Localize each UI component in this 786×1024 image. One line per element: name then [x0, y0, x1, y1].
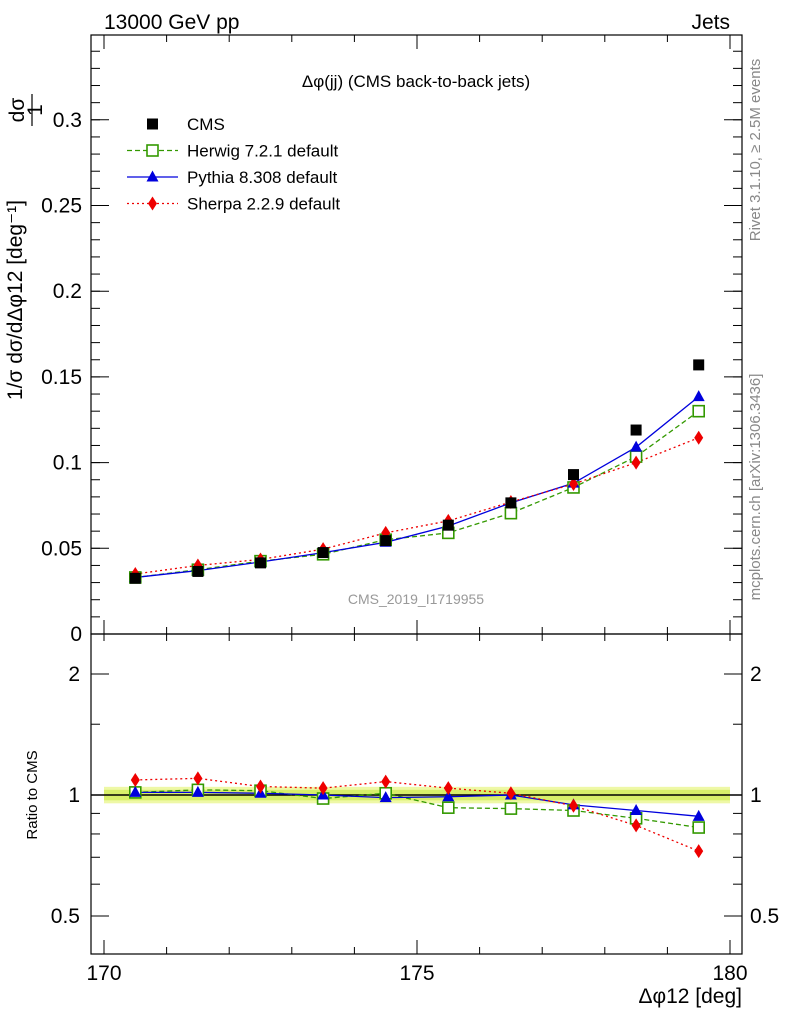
pythia-ratio-point — [379, 791, 392, 803]
x-axis-label: Δφ12 [deg] — [638, 985, 742, 1008]
y-tick-label: 0.1 — [53, 452, 82, 475]
legend-herwig-marker — [146, 144, 159, 157]
chart-title: Δφ(jj) (CMS back-to-back jets) — [302, 72, 530, 91]
legend-herwig-label: Herwig 7.2.1 default — [187, 142, 338, 161]
mcplots-label: mcplots.cern.ch [arXiv:1306.3436] — [747, 374, 764, 601]
rivet-label: Rivet 3.1.10, ≥ 2.5M events — [747, 59, 764, 242]
sherpa-line — [135, 437, 699, 575]
herwig-ratio-line — [135, 789, 699, 829]
sherpa-ratio-point — [256, 779, 265, 794]
pythia-point — [692, 390, 705, 402]
cms-point — [630, 424, 642, 436]
legend-cms-label: CMS — [187, 115, 225, 134]
cms-point — [317, 547, 329, 559]
sherpa-ratio-point — [381, 774, 391, 789]
y-tick-label: 0.05 — [41, 537, 82, 560]
y-tick-label: 0.3 — [53, 109, 82, 132]
herwig-point — [504, 506, 518, 520]
legend-pythia-label: Pythia 8.308 default — [187, 168, 338, 187]
sherpa-ratio-point — [631, 818, 641, 833]
x-tick-label: 180 — [712, 962, 747, 985]
x-tick-label: 175 — [399, 962, 434, 985]
process-label: Jets — [691, 11, 730, 34]
ratio-tick-label-right: 0.5 — [750, 905, 779, 928]
sherpa-ratio-point — [443, 781, 453, 796]
sherpa-point — [569, 477, 578, 492]
sherpa-ratio-point — [506, 786, 516, 801]
pythia-ratio-point — [129, 785, 142, 797]
sherpa-point — [631, 455, 641, 470]
herwig-ratio-point — [692, 821, 706, 834]
pythia-ratio-point — [442, 790, 455, 802]
sherpa-ratio-point — [569, 798, 578, 813]
ratio-tick-label: 0.5 — [51, 905, 80, 928]
ratio-y-axis-label: Ratio to CMS — [24, 750, 41, 839]
cms-point — [505, 497, 517, 509]
cms-point — [568, 469, 579, 481]
energy-label: 13000 GeV pp — [104, 11, 239, 34]
legend-sherpa-marker — [148, 196, 157, 211]
cms-point — [380, 535, 392, 547]
cms-point — [129, 572, 141, 584]
legend-cms-marker — [147, 118, 158, 130]
y-tick-label: 0 — [70, 623, 82, 646]
legend: CMS Herwig 7.2.1 default Pythia 8.308 defa… — [127, 115, 340, 214]
ratio-tick-label-right: 2 — [750, 663, 762, 686]
sherpa-ratio-point — [318, 781, 328, 796]
series-layer — [129, 359, 706, 584]
main-y-axis-label-text: 1/σ dσ/dΔφ12 [deg⁻¹] — [4, 200, 27, 400]
axes-group: 170 175 180 0 0.05 0.1 0.15 0.2 0.25 0.3 0.5 0.5 1 1 2… — [41, 35, 779, 985]
y-tick-label: 0.2 — [53, 280, 82, 303]
herwig-line — [135, 410, 700, 579]
pythia-ratio-point — [630, 804, 643, 816]
sherpa-ratio-point — [193, 771, 203, 786]
main-y-axis-label: 1 dσ — [6, 94, 47, 126]
cms-point — [255, 557, 266, 569]
sherpa-ratio-point — [130, 772, 140, 787]
pythia-point — [630, 440, 643, 452]
ratio-tick-label: 1 — [68, 784, 80, 807]
pythia-line — [135, 396, 700, 579]
pythia-ratio-point — [191, 785, 204, 797]
pythia-ratio-point — [692, 809, 705, 821]
y-tick-label: 0.25 — [41, 195, 82, 218]
sherpa-point — [694, 430, 704, 445]
herwig-point — [692, 404, 706, 418]
herwig-ratio-point — [441, 801, 455, 814]
ratio-layer — [129, 771, 706, 859]
svg-text:1: 1 — [24, 104, 47, 116]
ratio-tick-label-right: 1 — [750, 784, 762, 807]
cms-point — [693, 359, 705, 371]
svg-text:dσ: dσ — [6, 98, 29, 123]
legend-pythia-marker — [146, 170, 159, 182]
herwig-ratio-point — [504, 802, 518, 815]
cms-point — [442, 519, 454, 531]
cms-point — [192, 565, 204, 577]
y-tick-label: 0.15 — [41, 366, 82, 389]
ratio-tick-label: 2 — [68, 663, 80, 686]
analysis-id: CMS_2019_I1719955 — [348, 591, 484, 607]
pythia-ratio-line — [135, 791, 699, 817]
x-tick-label: 170 — [86, 962, 121, 985]
legend-sherpa-label: Sherpa 2.2.9 default — [187, 195, 340, 214]
sherpa-ratio-point — [694, 844, 704, 859]
